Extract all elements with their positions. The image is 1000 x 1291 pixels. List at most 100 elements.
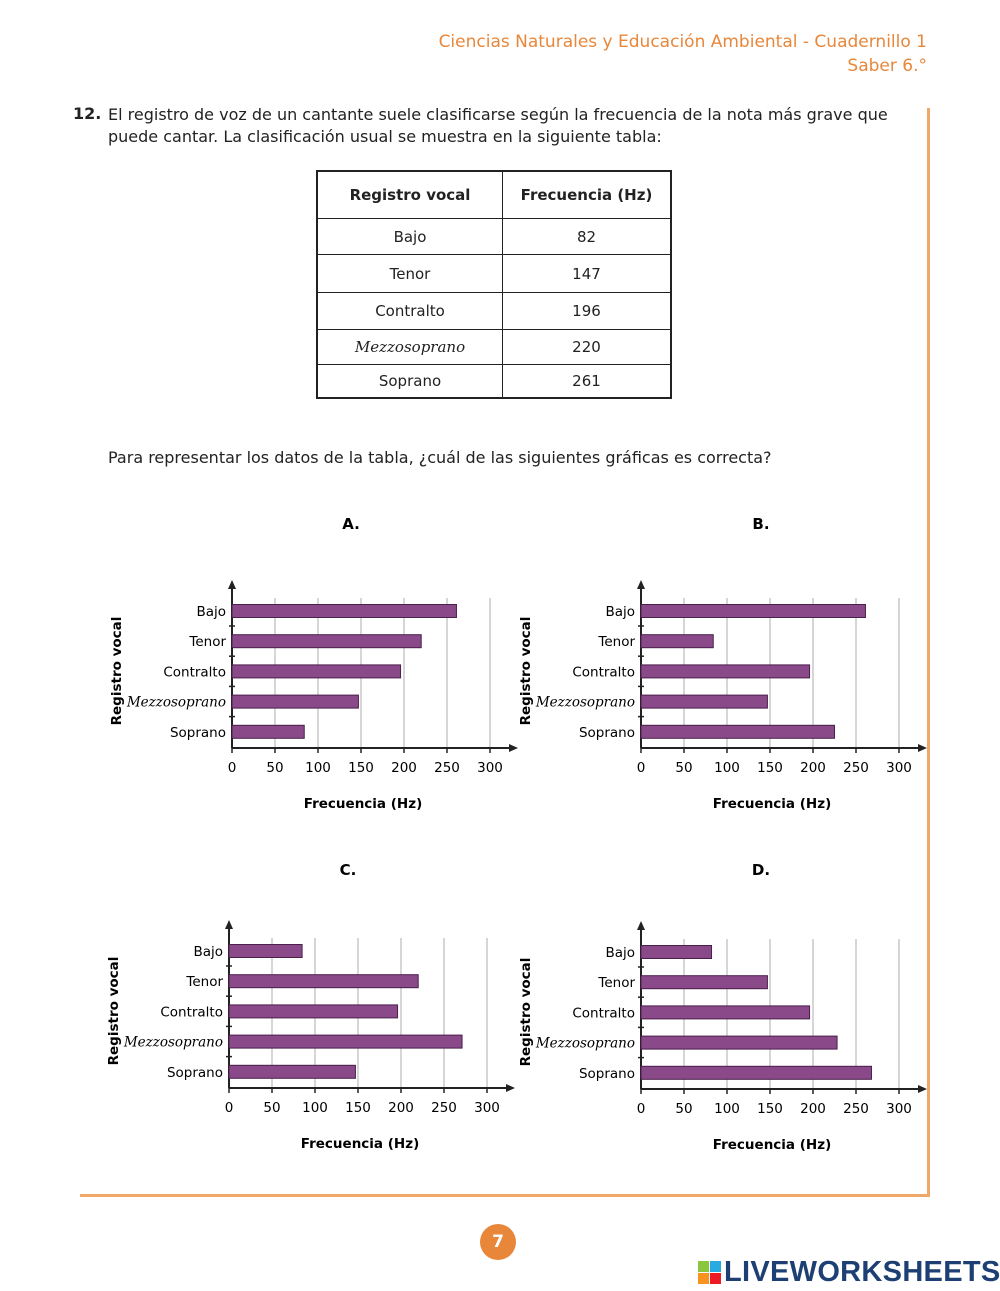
bar xyxy=(231,604,457,618)
category-label: Mezzosoprano xyxy=(126,695,226,711)
x-tick-label: 0 xyxy=(637,1101,646,1117)
x-axis-arrow-icon xyxy=(506,1084,515,1092)
bar xyxy=(640,1035,838,1050)
table-row: Contralto 196 xyxy=(316,292,672,330)
border-right xyxy=(927,108,930,1197)
category-label: Soprano xyxy=(579,725,635,741)
bar xyxy=(228,944,303,958)
x-tick-label: 300 xyxy=(474,1100,500,1116)
x-tick-label: 150 xyxy=(757,1101,783,1117)
y-axis-arrow-icon xyxy=(225,920,233,929)
category-label: Mezzosoprano xyxy=(535,695,635,711)
x-axis-title: Frecuencia (Hz) xyxy=(713,1137,832,1153)
table-row: Soprano 261 xyxy=(316,364,672,398)
x-tick-label: 0 xyxy=(225,1100,234,1116)
category-label: Contralto xyxy=(163,664,226,680)
x-tick-label: 300 xyxy=(477,760,503,776)
x-tick-label: 250 xyxy=(431,1100,457,1116)
category-label: Contralto xyxy=(572,664,635,680)
bar xyxy=(640,664,811,679)
x-axis-title: Frecuencia (Hz) xyxy=(301,1136,420,1152)
category-label: Soprano xyxy=(579,1066,635,1082)
x-axis-title: Frecuencia (Hz) xyxy=(304,796,423,810)
category-label: Bajo xyxy=(196,604,226,620)
frequency-table: Registro vocal Frecuencia (Hz) Bajo 82 Te… xyxy=(316,170,672,399)
x-tick-label: 300 xyxy=(886,760,912,776)
x-tick-label: 150 xyxy=(345,1100,371,1116)
logo-text: LIVEWORKSHEETS xyxy=(724,1256,1000,1288)
x-tick-label: 100 xyxy=(305,760,331,776)
bar xyxy=(231,694,359,709)
x-tick-label: 100 xyxy=(714,760,740,776)
bar-chart: B. 0 50 100 150 200 250 300 Bajo Tenor Contralto Me… xyxy=(518,515,927,810)
x-axis-arrow-icon xyxy=(918,1085,927,1093)
table-header-row: Registro vocal Frecuencia (Hz) xyxy=(316,170,672,219)
bar xyxy=(640,975,768,990)
option-label: C. xyxy=(340,861,357,879)
chart-option-a[interactable]: A. 0 50 100 150 200 250 300 Bajo Tenor Contralto Me… xyxy=(100,510,520,810)
x-tick-label: 50 xyxy=(263,1100,280,1116)
bar xyxy=(640,694,768,709)
x-tick-label: 100 xyxy=(714,1101,740,1117)
y-axis-title: Registro vocal xyxy=(518,617,534,726)
x-tick-label: 150 xyxy=(757,760,783,776)
option-label: D. xyxy=(752,861,770,879)
x-tick-label: 50 xyxy=(675,760,692,776)
x-tick-label: 150 xyxy=(348,760,374,776)
option-label: A. xyxy=(342,515,360,533)
x-tick-label: 250 xyxy=(434,760,460,776)
bar xyxy=(231,634,422,649)
cell: Tenor xyxy=(316,254,503,293)
bar xyxy=(640,604,866,618)
cell: Bajo xyxy=(316,218,503,255)
bar xyxy=(640,1065,872,1080)
x-tick-label: 200 xyxy=(391,760,417,776)
x-tick-label: 0 xyxy=(637,760,646,776)
category-label: Tenor xyxy=(188,634,226,650)
y-axis-arrow-icon xyxy=(637,580,645,589)
category-label: Contralto xyxy=(572,1005,635,1021)
question-text: El registro de voz de un cantante suele … xyxy=(108,105,888,146)
bar-chart: D. 0 50 100 150 200 250 300 Bajo Tenor Contralto Me… xyxy=(518,861,927,1153)
cell: Contralto xyxy=(316,292,503,330)
chart-option-d[interactable]: D. 0 50 100 150 200 250 300 Bajo Tenor Contralto Me… xyxy=(510,856,930,1156)
bar-chart: A. 0 50 100 150 200 250 300 Bajo Tenor Contralto Me… xyxy=(109,515,518,810)
chart-option-c[interactable]: C. 0 50 100 150 200 250 300 Bajo Tenor Contralto Me… xyxy=(97,856,517,1156)
table-row: Tenor 147 xyxy=(316,254,672,293)
x-axis-arrow-icon xyxy=(918,744,927,752)
x-tick-label: 300 xyxy=(886,1101,912,1117)
bar xyxy=(228,1064,356,1079)
x-axis-title: Frecuencia (Hz) xyxy=(713,796,832,810)
cell: Soprano xyxy=(316,364,503,398)
liveworksheets-logo: LIVEWORKSHEETS xyxy=(698,1256,1000,1289)
x-axis-arrow-icon xyxy=(509,744,518,752)
cell: 82 xyxy=(502,218,672,255)
x-tick-label: 200 xyxy=(800,760,826,776)
option-label: B. xyxy=(752,515,769,533)
page-number: 7 xyxy=(480,1224,516,1260)
y-axis-arrow-icon xyxy=(637,921,645,930)
x-tick-label: 250 xyxy=(843,1101,869,1117)
cell: Mezzosoprano xyxy=(316,329,503,365)
category-label: Bajo xyxy=(193,944,223,960)
cell: 196 xyxy=(502,292,672,330)
x-tick-label: 50 xyxy=(675,1101,692,1117)
category-label: Tenor xyxy=(185,974,223,990)
y-axis-title: Registro vocal xyxy=(109,617,125,726)
table-row: Bajo 82 xyxy=(316,218,672,255)
table-row: Mezzosoprano 220 xyxy=(316,329,672,365)
question-number: 12. xyxy=(73,104,102,123)
cell: 261 xyxy=(502,364,672,398)
category-label: Bajo xyxy=(605,945,635,961)
bar xyxy=(228,1004,399,1019)
x-tick-label: 250 xyxy=(843,760,869,776)
question-prompt: Para representar los datos de la tabla, … xyxy=(108,448,772,467)
cell: 147 xyxy=(502,254,672,293)
chart-option-b[interactable]: B. 0 50 100 150 200 250 300 Bajo Tenor Contralto Me… xyxy=(510,510,930,810)
x-tick-label: 0 xyxy=(228,760,237,776)
bar-chart: C. 0 50 100 150 200 250 300 Bajo Tenor Contralto Me… xyxy=(106,861,515,1152)
category-label: Mezzosoprano xyxy=(123,1035,223,1051)
bar xyxy=(640,1005,811,1020)
x-tick-label: 200 xyxy=(800,1101,826,1117)
